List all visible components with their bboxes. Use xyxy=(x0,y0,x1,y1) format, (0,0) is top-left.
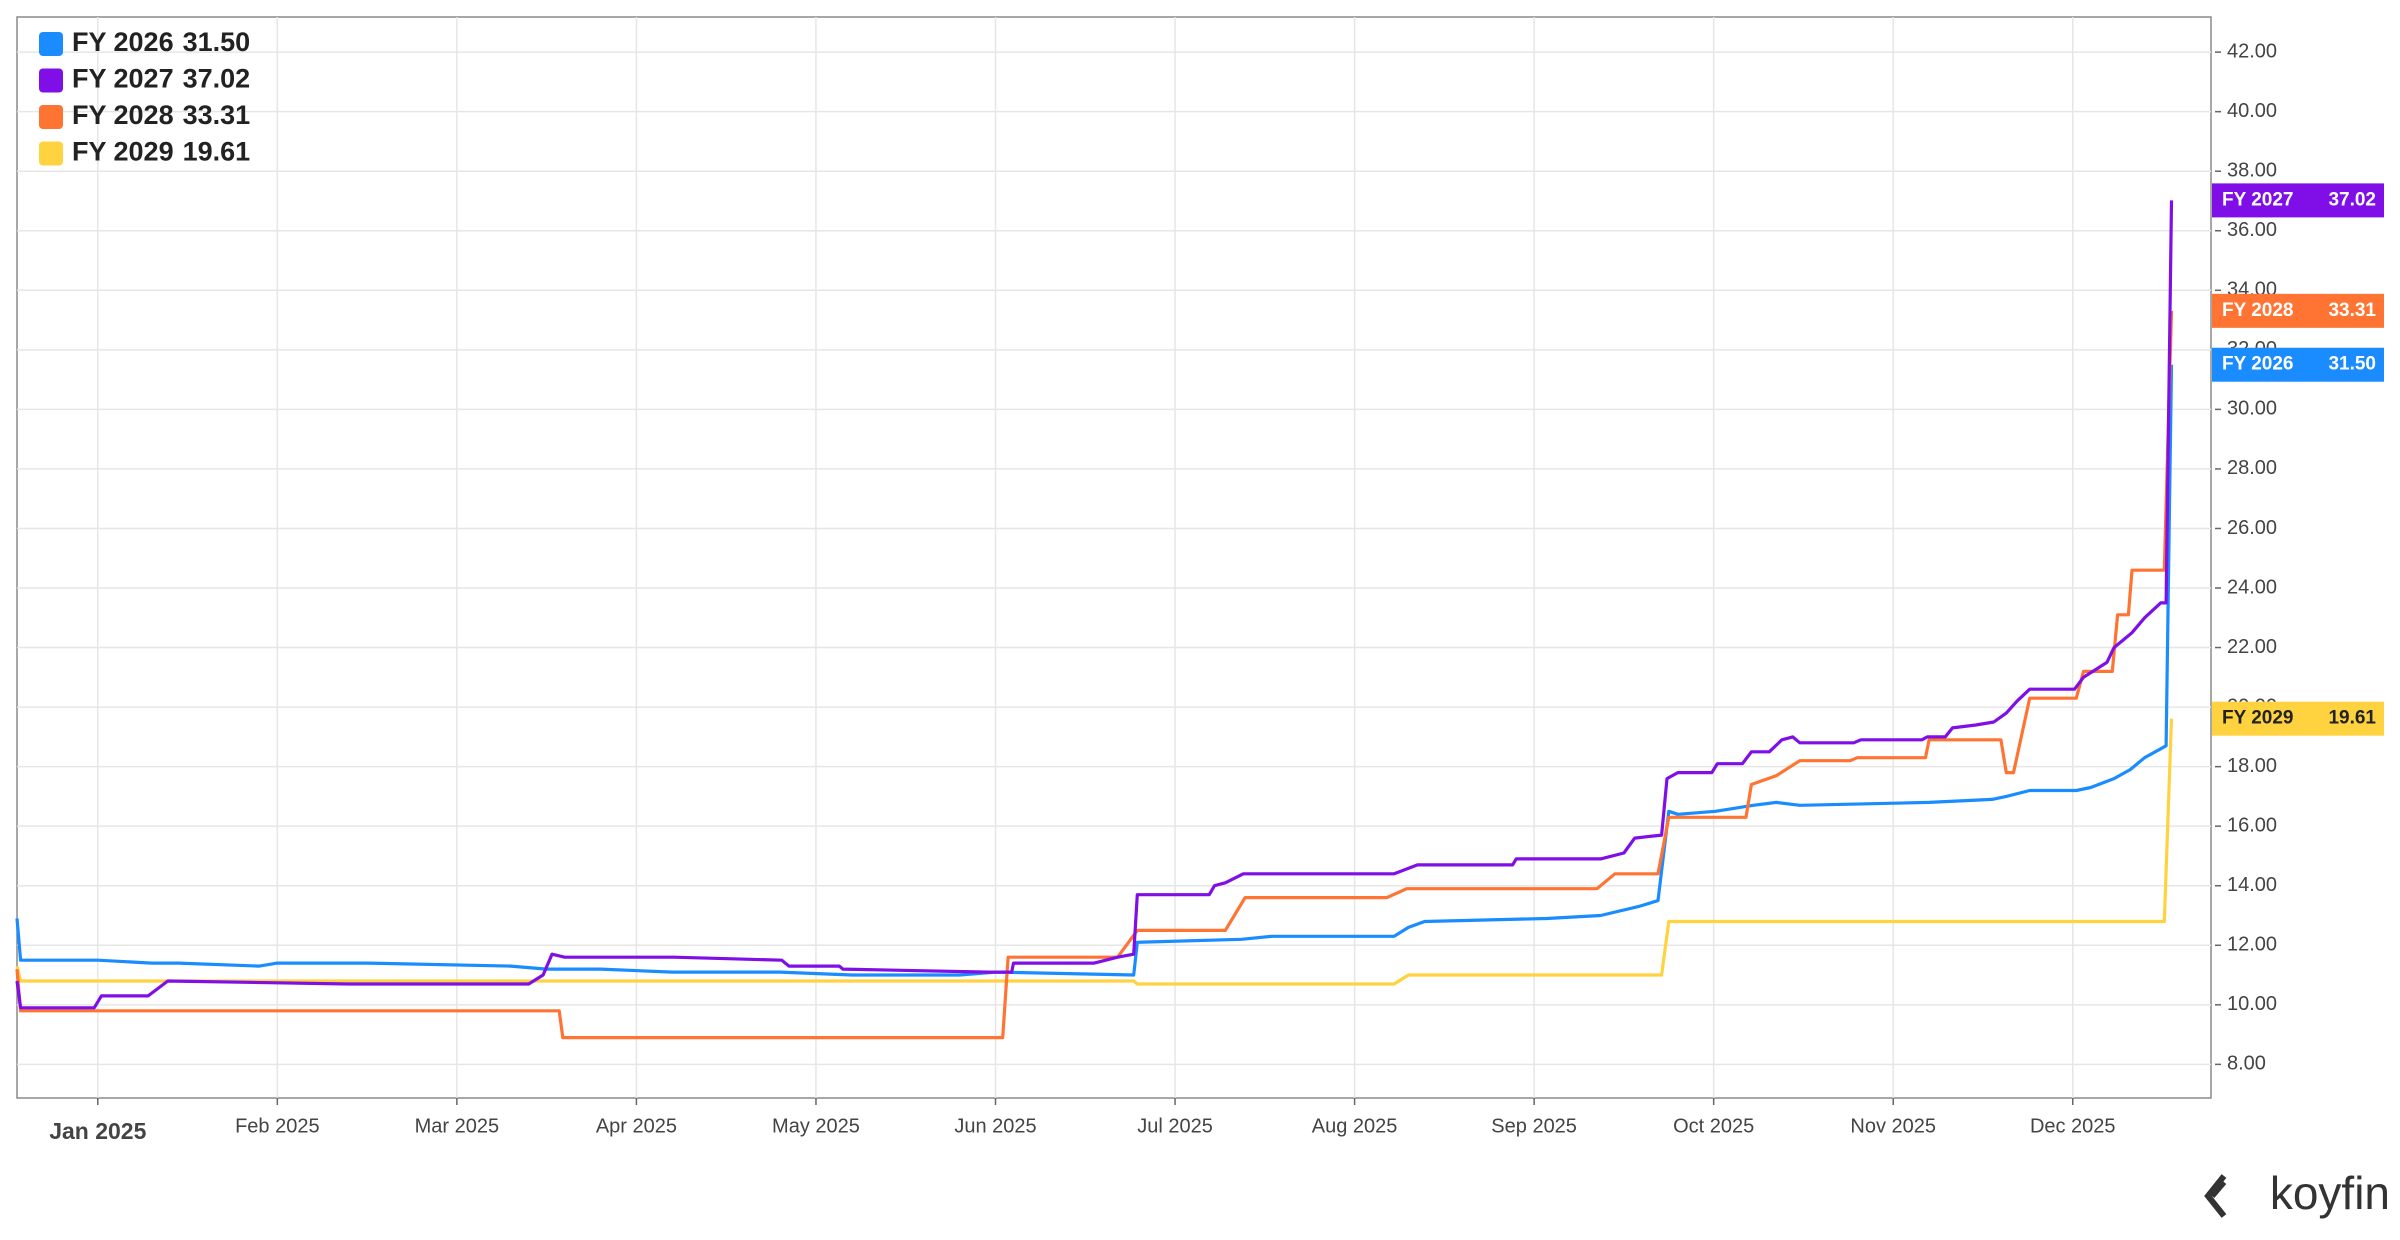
x-tick-label: Jun 2025 xyxy=(954,1115,1036,1137)
y-tick-label: 36.00 xyxy=(2227,219,2277,241)
value-tag-name: FY 2029 xyxy=(2222,708,2293,729)
x-tick-label: Oct 2025 xyxy=(1673,1115,1754,1137)
x-tick-label: Jul 2025 xyxy=(1137,1115,1213,1137)
series-line xyxy=(15,310,2174,1040)
legend-value: 37.02 xyxy=(183,64,251,94)
value-tag: FY 2027 37.02 xyxy=(2212,183,2384,218)
x-tick-label: May 2025 xyxy=(772,1115,860,1137)
legend-label: FY 2026 31.50 xyxy=(72,27,250,57)
value-tag-value: 31.50 xyxy=(2328,354,2376,375)
legend-value: 31.50 xyxy=(183,27,251,57)
y-tick-label: 26.00 xyxy=(2227,517,2277,539)
plot-frame xyxy=(16,16,2212,1099)
value-tag-name: FY 2028 xyxy=(2222,300,2293,321)
x-tick-label: Nov 2025 xyxy=(1850,1115,1936,1137)
legend-swatch xyxy=(39,105,63,129)
value-tag-value: 37.02 xyxy=(2328,189,2376,210)
legend-item: FY 2028 33.31 xyxy=(39,100,250,130)
y-tick-label: 22.00 xyxy=(2227,636,2277,658)
legend-name: FY 2028 xyxy=(72,100,174,130)
brand-name: koyfin xyxy=(2270,1167,2390,1219)
y-tick-label: 38.00 xyxy=(2227,159,2277,181)
value-tag-box xyxy=(2212,701,2384,736)
legend-label: FY 2028 33.31 xyxy=(72,100,250,130)
grid xyxy=(17,17,2211,1098)
legend-item: FY 2027 37.02 xyxy=(39,64,250,94)
legend-label: FY 2029 19.61 xyxy=(72,137,250,167)
value-tag-box xyxy=(2212,183,2384,218)
series-line xyxy=(15,200,2174,1010)
legend-value: 19.61 xyxy=(183,137,251,167)
value-tag-value: 19.61 xyxy=(2328,708,2376,729)
value-tag-box xyxy=(2212,293,2384,328)
x-tick-label: Feb 2025 xyxy=(235,1115,320,1137)
y-tick-label: 8.00 xyxy=(2227,1053,2266,1075)
y-tick-label: 12.00 xyxy=(2227,934,2277,956)
legend-label: FY 2027 37.02 xyxy=(72,64,250,94)
y-tick-label: 16.00 xyxy=(2227,814,2277,836)
series-line xyxy=(15,364,2174,977)
value-tag-box xyxy=(2212,347,2384,382)
y-tick-label: 28.00 xyxy=(2227,457,2277,479)
legend-name: FY 2029 xyxy=(72,137,174,167)
legend-swatch xyxy=(39,68,63,93)
legend-swatch xyxy=(39,32,63,56)
value-tag-name: FY 2026 xyxy=(2222,354,2293,375)
y-tick-label: 10.00 xyxy=(2227,993,2277,1015)
legend-value: 33.31 xyxy=(183,100,251,130)
y-tick-label: 30.00 xyxy=(2227,398,2277,420)
series-line xyxy=(15,718,2174,986)
y-tick-label: 42.00 xyxy=(2227,40,2277,62)
value-tag: FY 2028 33.31 xyxy=(2212,293,2384,328)
value-tag: FY 2026 31.50 xyxy=(2212,347,2384,382)
y-tick-label: 40.00 xyxy=(2227,100,2277,122)
y-tick-label: 18.00 xyxy=(2227,755,2277,777)
legend-item: FY 2026 31.50 xyxy=(39,27,250,57)
legend-item: FY 2029 19.61 xyxy=(39,137,250,167)
value-tag-name: FY 2027 xyxy=(2222,189,2293,210)
value-tag: FY 2029 19.61 xyxy=(2212,701,2384,736)
x-tick-label: Mar 2025 xyxy=(415,1115,500,1137)
x-tick-label: Jan 2025 xyxy=(49,1118,146,1144)
x-tick-label: Apr 2025 xyxy=(596,1115,677,1137)
y-tick-label: 24.00 xyxy=(2227,576,2277,598)
brand-icon xyxy=(2204,1174,2227,1218)
value-tag-value: 33.31 xyxy=(2328,300,2376,321)
legend-swatch xyxy=(39,141,63,166)
legend-name: FY 2027 xyxy=(72,64,174,94)
x-tick-label: Dec 2025 xyxy=(2030,1115,2116,1137)
y-tick-label: 14.00 xyxy=(2227,874,2277,896)
legend-name: FY 2026 xyxy=(72,27,174,57)
x-tick-label: Aug 2025 xyxy=(1312,1115,1398,1137)
x-tick-label: Sep 2025 xyxy=(1491,1115,1577,1137)
brand-logo: koyfin xyxy=(2204,1167,2390,1219)
brand-icon xyxy=(2209,1180,2227,1198)
